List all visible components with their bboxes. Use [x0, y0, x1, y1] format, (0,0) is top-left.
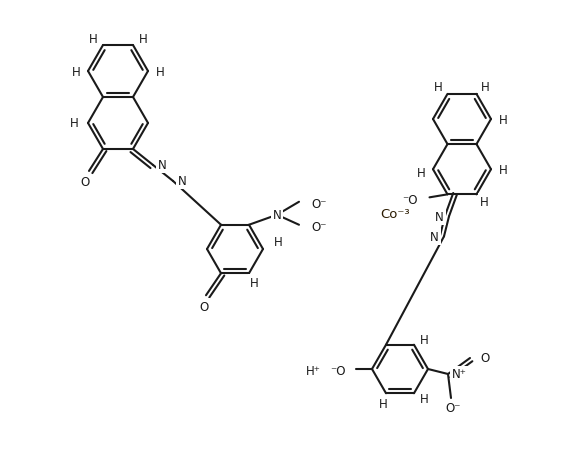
Text: H⁺: H⁺	[306, 365, 321, 378]
Text: ⁻O: ⁻O	[402, 194, 418, 206]
Text: O⁻: O⁻	[311, 221, 327, 234]
Text: H: H	[139, 32, 147, 45]
Text: O⁻: O⁻	[311, 198, 327, 211]
Text: H: H	[499, 113, 508, 126]
Text: H: H	[416, 166, 425, 179]
Text: H: H	[481, 81, 490, 94]
Text: N⁺: N⁺	[452, 368, 467, 381]
Text: H: H	[70, 117, 78, 130]
Text: H: H	[419, 392, 429, 405]
Text: O: O	[480, 352, 490, 365]
Text: H: H	[274, 236, 283, 249]
Text: H: H	[499, 163, 508, 176]
Text: H: H	[249, 276, 258, 289]
Text: ⁻O: ⁻O	[331, 365, 346, 378]
Text: H: H	[379, 397, 387, 410]
Text: N: N	[158, 159, 167, 172]
Text: H: H	[480, 195, 489, 208]
Text: H: H	[434, 81, 443, 94]
Text: H: H	[89, 32, 97, 45]
Text: O: O	[81, 176, 90, 189]
Text: O: O	[200, 300, 209, 313]
Text: N: N	[430, 231, 439, 244]
Text: N: N	[178, 175, 187, 188]
Text: N: N	[435, 210, 444, 223]
Text: H: H	[419, 333, 429, 346]
Text: N: N	[273, 209, 281, 222]
Text: Co⁻³: Co⁻³	[380, 208, 410, 221]
Text: H: H	[155, 65, 164, 78]
Text: O⁻: O⁻	[445, 401, 461, 414]
Text: H: H	[71, 65, 81, 78]
